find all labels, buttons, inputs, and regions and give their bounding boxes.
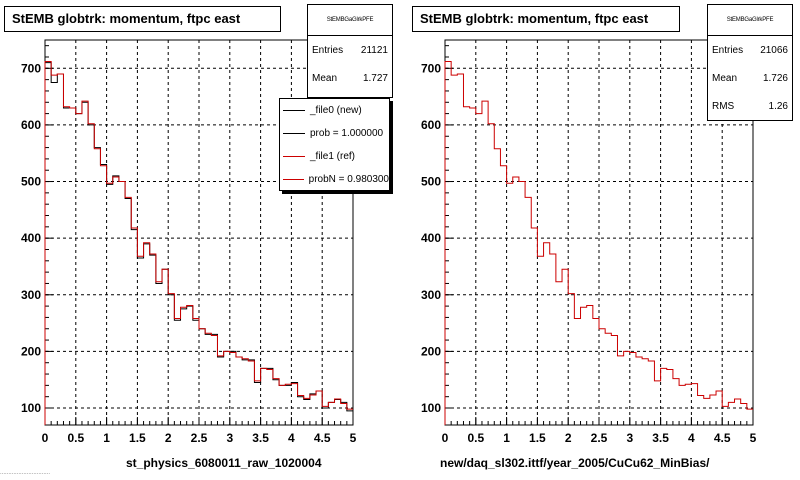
left-plot-title: StEMB globtrk: momentum, ftpc east <box>4 6 281 32</box>
left-y-tick-label: 100 <box>21 401 41 415</box>
right-x-tick-label: 4.5 <box>714 431 731 445</box>
left-x-tick-label: 5 <box>350 431 357 445</box>
legend-entry-file0: _file0 (new) <box>280 99 389 122</box>
left-stats-name: StEMBGaGlrkPFE <box>308 5 392 36</box>
right-series-0-step-line <box>444 61 753 425</box>
left-x-axis-title: st_physics_6080011_raw_1020004 <box>126 456 322 470</box>
left-y-tick-label: 600 <box>21 118 41 132</box>
legend-label-prob: prob = 1.000000 <box>310 128 384 139</box>
right-stats-mean-label: Mean <box>712 72 738 84</box>
right-y-tick-label: 300 <box>421 288 441 302</box>
legend-swatch-prob <box>283 133 305 134</box>
left-stats-mean: Mean 1.727 <box>308 64 392 92</box>
right-stats-mean-value: 1.726 <box>762 72 788 84</box>
left-y-tick-label: 400 <box>21 231 41 245</box>
right-x-tick-label: 0 <box>442 431 449 445</box>
left-x-tick-label: 0 <box>42 431 49 445</box>
left-y-tick-label: 500 <box>21 175 41 189</box>
right-y-tick-label: 700 <box>421 61 441 75</box>
legend-entry-prob: prob = 1.000000 <box>280 122 389 145</box>
right-x-tick-label: 3.5 <box>652 431 669 445</box>
left-stats-mean-label: Mean <box>312 72 338 84</box>
right-x-axis-title: new/daq_sl302.ittf/year_2005/CuCu62_MinB… <box>440 456 710 470</box>
right-x-tick-label: 0.5 <box>467 431 484 445</box>
right-pad: 0 0.5 1 1.5 2 2.5 3 3.5 4 4.5 5 100 200 300 400 500 600 7… <box>400 0 800 480</box>
legend-swatch-file1 <box>283 156 305 157</box>
right-stats-entries-value: 21066 <box>760 44 788 56</box>
right-histogram-plot: 0 0.5 1 1.5 2 2.5 3 3.5 4 4.5 5 100 200 300 400 500 600 7… <box>421 39 757 445</box>
left-series-1-step-line <box>44 61 353 425</box>
right-y-tick-label: 400 <box>421 231 441 245</box>
right-x-tick-label: 1 <box>503 431 510 445</box>
left-x-tick-label: 2 <box>165 431 172 445</box>
left-legend: _file0 (new) prob = 1.000000 _file1 (ref… <box>279 98 390 191</box>
right-x-tick-label: 2.5 <box>591 431 608 445</box>
left-x-tick-label: 2.5 <box>191 431 208 445</box>
left-stats-entries-label: Entries <box>312 44 344 56</box>
left-stats-box: StEMBGaGlrkPFE Entries 21121 Mean 1.727 <box>307 4 393 98</box>
left-stats-entries-value: 21121 <box>360 44 388 56</box>
right-x-tick-label: 4 <box>688 431 695 445</box>
left-y-tick-label: 700 <box>21 61 41 75</box>
footnote: .............................. <box>0 470 51 476</box>
right-y-tick-label: 600 <box>421 118 441 132</box>
left-x-tick-label: 4 <box>288 431 295 445</box>
left-x-tick-label: 4.5 <box>314 431 331 445</box>
right-stats-rms: RMS 1.26 <box>708 92 792 120</box>
right-stats-name: StEMBGaGlrkPFE <box>708 5 792 36</box>
right-y-tick-label: 100 <box>421 401 441 415</box>
legend-entry-file1: _file1 (ref) <box>280 145 389 168</box>
legend-entry-probn: probN = 0.980300 <box>280 168 389 191</box>
left-y-tick-label: 200 <box>21 344 41 358</box>
right-x-tick-label: 2 <box>565 431 572 445</box>
legend-label-file1: _file1 (ref) <box>310 151 356 162</box>
right-stats-mean: Mean 1.726 <box>708 64 792 92</box>
right-plot-title: StEMB globtrk: momentum, ftpc east <box>412 6 680 32</box>
legend-swatch-file0 <box>283 110 305 111</box>
legend-swatch-probn <box>283 179 304 180</box>
right-stats-rms-value: 1.26 <box>768 100 788 112</box>
right-y-tick-label: 500 <box>421 175 441 189</box>
legend-label-probn: probN = 0.980300 <box>308 174 389 185</box>
right-x-tick-label: 1.5 <box>529 431 546 445</box>
legend-label-file0: _file0 (new) <box>310 105 362 116</box>
left-x-tick-label: 3 <box>226 431 233 445</box>
left-stats-mean-value: 1.727 <box>362 72 388 84</box>
left-x-tick-label: 1 <box>103 431 110 445</box>
left-pad: 0 0.5 1 1.5 2 2.5 3 3.5 4 4.5 5 100 200 300 400 500 600 7… <box>4 4 393 470</box>
left-stats-entries: Entries 21121 <box>308 36 392 64</box>
right-x-tick-label: 5 <box>750 431 757 445</box>
right-x-tick-label: 3 <box>626 431 633 445</box>
right-stats-rms-label: RMS <box>712 100 735 112</box>
left-x-tick-label: 0.5 <box>67 431 84 445</box>
left-y-tick-label: 300 <box>21 288 41 302</box>
left-x-tick-label: 1.5 <box>129 431 146 445</box>
right-stats-entries-label: Entries <box>712 44 744 56</box>
right-stats-entries: Entries 21066 <box>708 36 792 64</box>
left-x-tick-label: 3.5 <box>252 431 269 445</box>
right-y-tick-label: 200 <box>421 344 441 358</box>
right-stats-box: StEMBGaGlrkPFE Entries 21066 Mean 1.726 … <box>707 4 793 121</box>
